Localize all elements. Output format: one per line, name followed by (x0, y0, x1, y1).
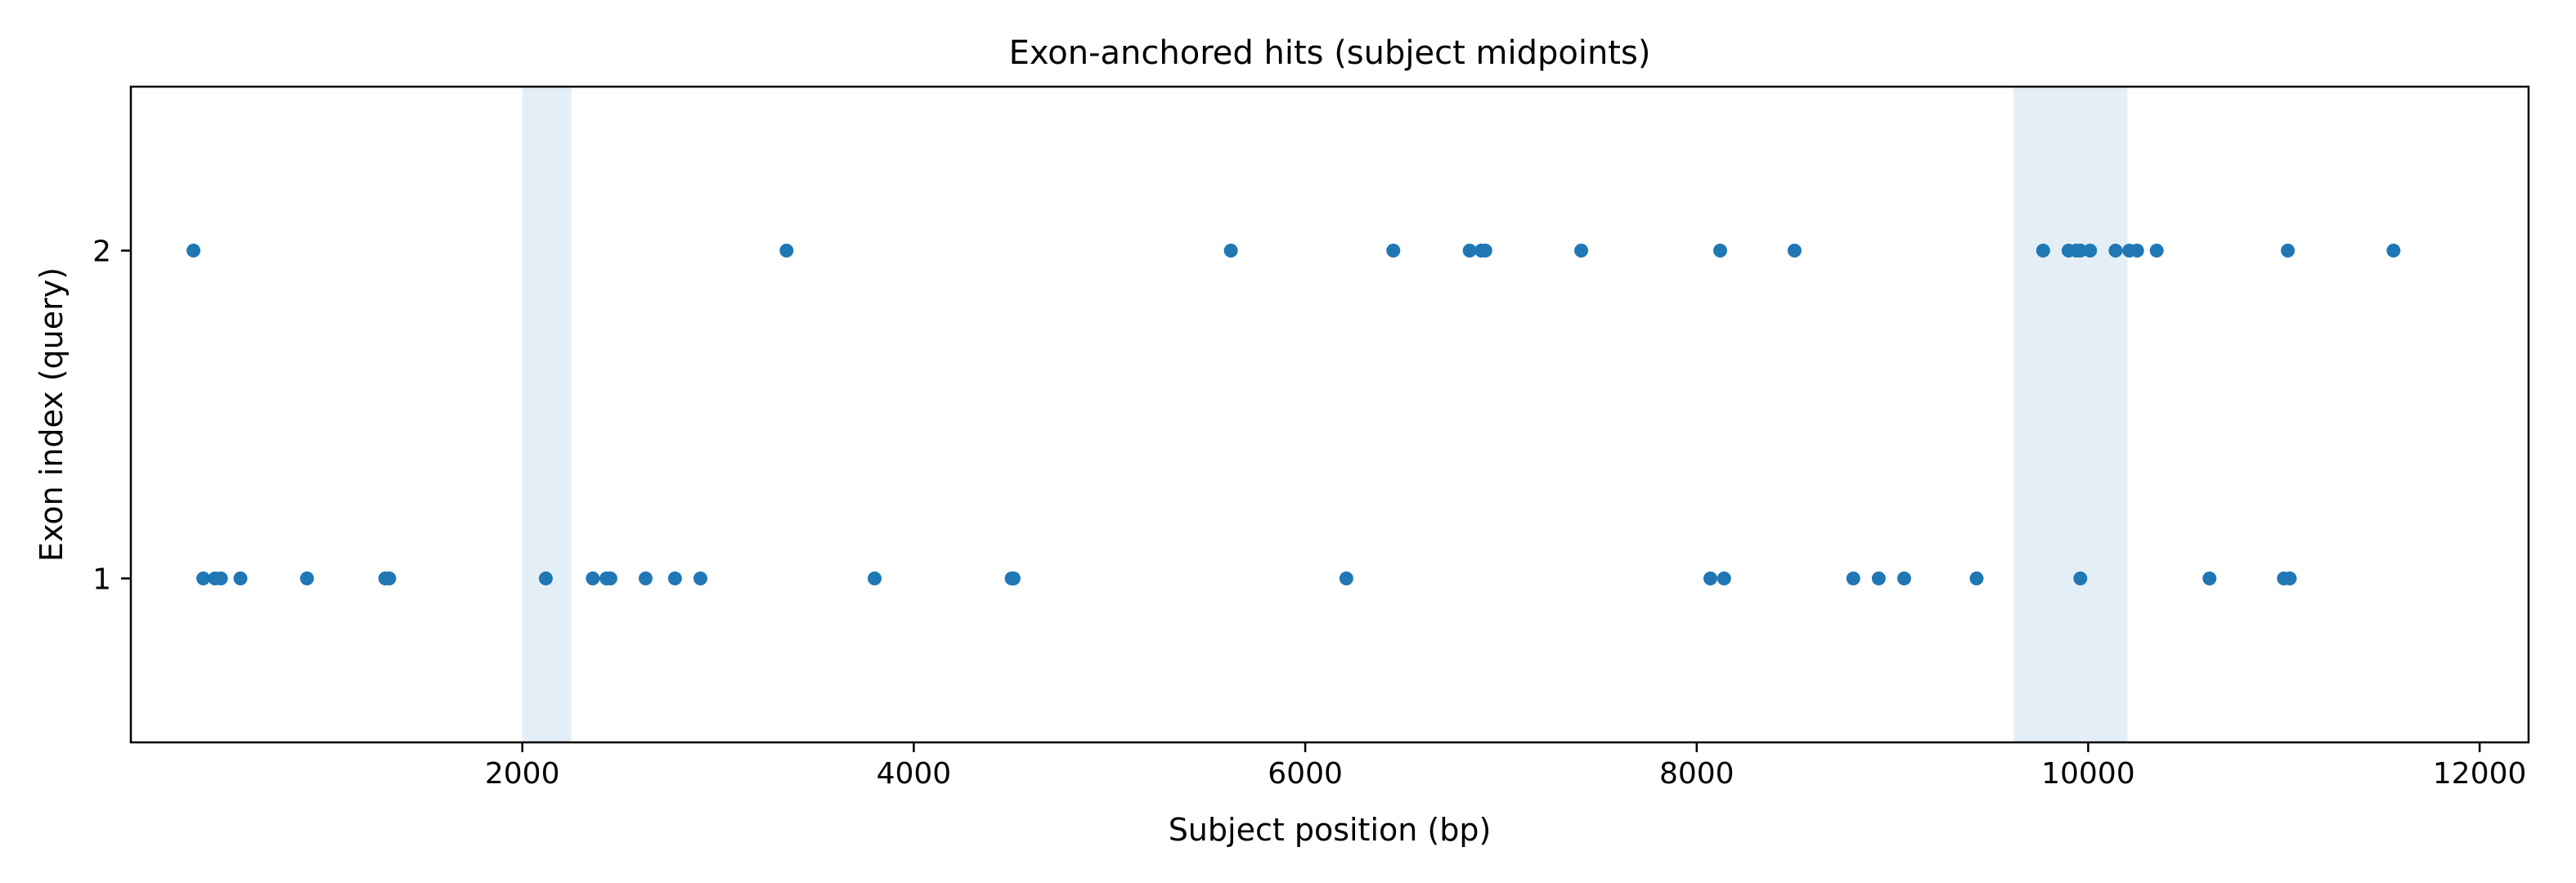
data-point (1703, 571, 1718, 585)
x-axis-label: Subject position (bp) (1169, 812, 1492, 848)
data-point (1787, 244, 1802, 258)
data-point (2149, 244, 2164, 258)
shaded-region (2013, 87, 2128, 742)
data-point (2083, 244, 2098, 258)
data-point (2282, 571, 2297, 585)
data-point (1339, 571, 1353, 585)
x-tick-label: 6000 (1268, 757, 1343, 791)
data-point (868, 571, 882, 585)
plot-frame (129, 85, 2530, 744)
data-point (1871, 571, 1886, 585)
data-point (2073, 571, 2088, 585)
data-point (603, 571, 617, 585)
data-point (233, 571, 248, 585)
x-tick-label: 10000 (2041, 757, 2135, 791)
data-point (2108, 244, 2123, 258)
data-point (1896, 571, 1911, 585)
y-tick-label: 1 (92, 563, 111, 597)
data-point (213, 571, 228, 585)
data-point (538, 571, 553, 585)
data-point (196, 571, 211, 585)
x-tick-label: 4000 (877, 757, 952, 791)
axis-ticks: 2000 4000 6000 8000 10000 12000 1 2 (92, 235, 2526, 791)
data-point (186, 244, 201, 258)
chart-title: Exon-anchored hits (subject midpoints) (1009, 34, 1651, 72)
data-point (299, 571, 314, 585)
data-point (1969, 571, 1984, 585)
scatter-points (186, 244, 2401, 585)
data-point (2035, 244, 2050, 258)
x-tick-label: 8000 (1659, 757, 1735, 791)
data-point (1006, 571, 1021, 585)
data-point (2073, 244, 2088, 258)
data-point (1574, 244, 1589, 258)
data-point (2202, 571, 2217, 585)
y-axis-label: Exon index (query) (34, 267, 70, 562)
data-point (1223, 244, 1238, 258)
data-point (693, 571, 707, 585)
data-point (1478, 244, 1492, 258)
y-tick-label: 2 (92, 235, 111, 269)
data-point (1717, 571, 1731, 585)
data-point (1386, 244, 1401, 258)
data-point (1712, 244, 1727, 258)
x-tick-label: 2000 (485, 757, 560, 791)
x-tick-label: 12000 (2433, 757, 2527, 791)
data-point (779, 244, 794, 258)
shaded-regions (522, 87, 2128, 742)
data-point (2281, 244, 2296, 258)
shaded-region (522, 87, 572, 742)
data-point (1846, 571, 1860, 585)
data-point (638, 571, 653, 585)
data-point (2129, 244, 2144, 258)
data-point (382, 571, 397, 585)
data-point (1462, 244, 1477, 258)
data-point (667, 571, 682, 585)
data-point (586, 571, 600, 585)
data-point (2386, 244, 2401, 258)
